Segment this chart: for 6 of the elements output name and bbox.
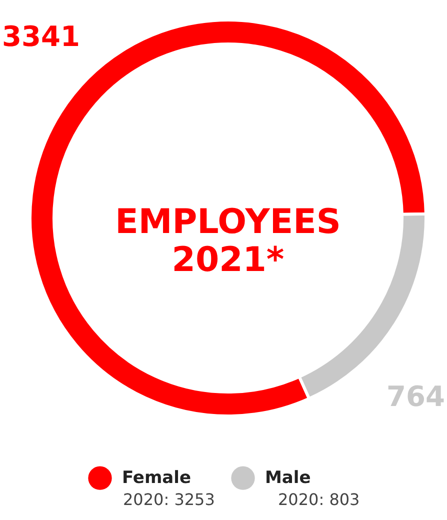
legend-label: Female <box>122 468 191 488</box>
text: EMPLOYEES 2021* <box>115 202 341 280</box>
text: 2020: 803 <box>278 490 360 509</box>
text: 2020: 3253 <box>123 490 215 509</box>
data-label: 3341 <box>2 20 80 54</box>
legend-label: Male <box>265 468 311 488</box>
